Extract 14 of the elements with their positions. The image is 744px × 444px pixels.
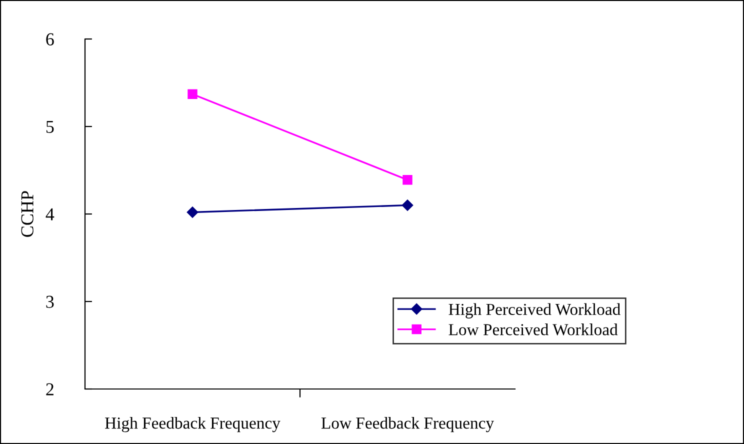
y-axis-title: CCHP xyxy=(21,191,34,237)
legend-label: Low Perceived Workload xyxy=(448,324,618,336)
y-tick-label: 5 xyxy=(46,120,54,133)
legend-label: High Perceived Workload xyxy=(448,303,620,318)
y-tick-label: 2 xyxy=(46,383,54,396)
point xyxy=(402,175,412,185)
y-tick-label: 3 xyxy=(46,296,54,308)
x-tick-label: Low Feedback Frequency xyxy=(321,417,494,432)
y-tick-label: 6 xyxy=(46,33,54,46)
point xyxy=(188,89,198,99)
y-tick-label: 4 xyxy=(46,208,54,220)
point xyxy=(186,206,198,218)
point xyxy=(402,200,414,211)
x-tick-label: High Feedback Frequency xyxy=(105,417,280,432)
